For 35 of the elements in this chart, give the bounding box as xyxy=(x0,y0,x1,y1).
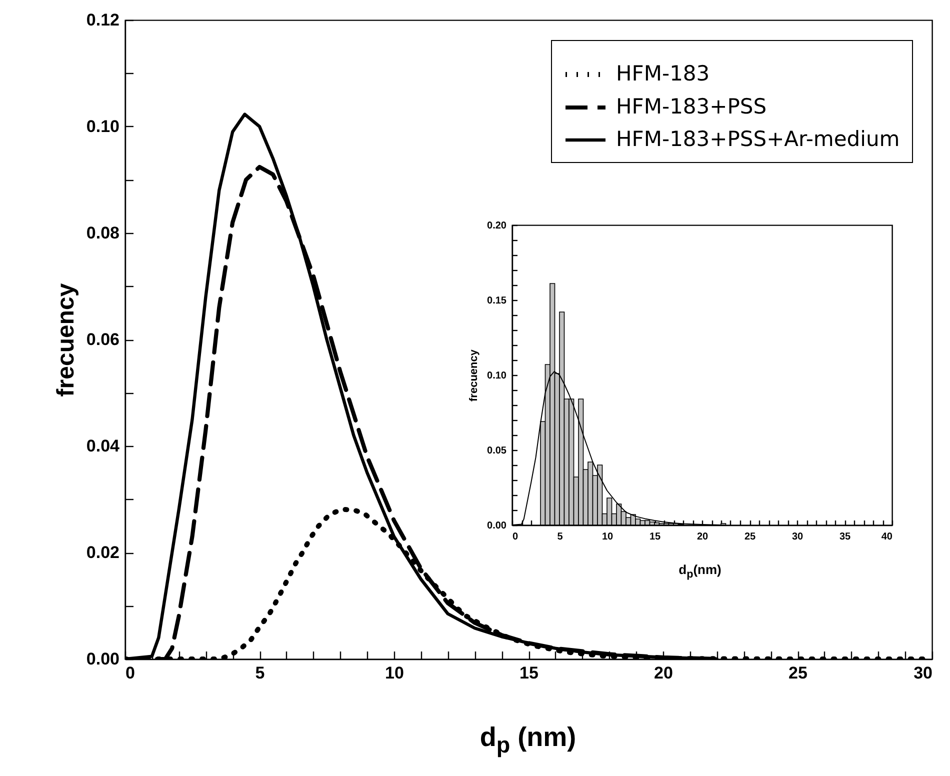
x-tick-label: 10 xyxy=(385,664,404,682)
y-tick-label: 0.05 xyxy=(487,446,507,456)
y-tick-label: 0.20 xyxy=(487,220,507,232)
x-tick-label: 5 xyxy=(557,532,564,542)
x-tick-label: 30 xyxy=(914,664,932,682)
legend-label: HFM-183+PSS+Ar-medium xyxy=(616,127,900,151)
x-tick-label: 35 xyxy=(839,532,851,542)
x-tick-label: 30 xyxy=(792,532,804,542)
x-tick-label: 5 xyxy=(255,664,265,682)
y-tick-label: 0.02 xyxy=(86,543,120,562)
x-tick-label: 15 xyxy=(649,532,661,542)
x-tick-label: 0 xyxy=(126,664,135,682)
x-tick-label: 25 xyxy=(744,532,756,542)
x-tick-label: 10 xyxy=(602,532,614,542)
x-axis-title: d$_{p}$ (nm) xyxy=(480,722,576,758)
x-tick-label: 20 xyxy=(654,664,673,682)
y-tick-label: 0.10 xyxy=(86,117,120,136)
y-tick-label: 0.10 xyxy=(487,370,507,382)
legend-label: HFM-183+PSS xyxy=(616,94,767,118)
y-tick-label: 0.12 xyxy=(86,10,120,30)
y-axis-title: frecuency xyxy=(468,348,480,402)
y-axis-title: frecuency xyxy=(52,282,80,397)
legend-label: HFM-183 xyxy=(616,62,710,86)
y-tick-label: 0.06 xyxy=(86,330,120,349)
x-tick-label: 40 xyxy=(881,532,893,542)
y-tick-label: 0.04 xyxy=(86,436,120,456)
x-axis-title: d$_{p}$(nm) xyxy=(678,562,722,581)
y-tick-label: 0.15 xyxy=(487,296,507,306)
x-tick-label: 15 xyxy=(520,664,538,682)
x-tick-label: 20 xyxy=(696,532,708,542)
y-tick-label: 0.00 xyxy=(86,650,120,668)
x-tick-label: 0 xyxy=(512,532,518,542)
y-tick-label: 0.08 xyxy=(86,224,120,242)
y-tick-label: 0.00 xyxy=(487,520,507,532)
x-tick-label: 25 xyxy=(788,664,808,682)
